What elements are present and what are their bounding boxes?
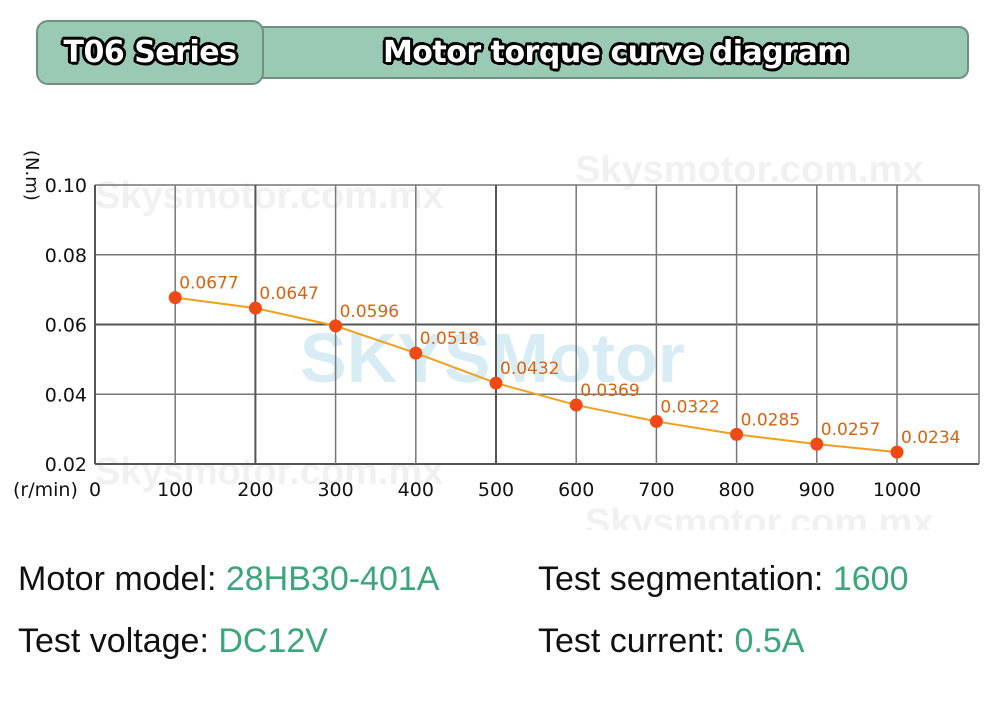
x-tick-label: 100 xyxy=(157,479,193,501)
watermark-text: Skysmotor.com.mx xyxy=(95,451,443,493)
torque-series: 0.0677 0.0647 0.0596 0.0518 0.0432 0.0369 0.03… xyxy=(168,274,960,459)
data-point xyxy=(810,437,824,451)
y-tick-label: 0.10 xyxy=(45,175,87,197)
data-label: 0.0647 xyxy=(259,284,318,304)
x-axis-label: (r/min) xyxy=(13,479,78,501)
series-badge: T06 Series xyxy=(36,20,264,85)
voltage-label: Test voltage: xyxy=(18,622,209,660)
series-label: T06 Series xyxy=(63,35,237,70)
chart-title-container: Motor torque curve diagram xyxy=(262,26,969,79)
y-tick-label: 0.04 xyxy=(45,384,87,406)
x-tick-label: 1000 xyxy=(873,479,921,501)
current-label: Test current: xyxy=(538,622,726,660)
data-point xyxy=(890,445,904,459)
data-point xyxy=(649,414,663,428)
data-point xyxy=(730,427,744,441)
current-row: Test current: 0.5A xyxy=(538,622,804,661)
y-tick-label: 0.02 xyxy=(45,454,87,476)
x-tick-label: 700 xyxy=(638,479,674,501)
data-label: 0.0677 xyxy=(179,274,238,294)
data-label: 0.0234 xyxy=(901,428,960,448)
chart-title: Motor torque curve diagram xyxy=(382,35,849,70)
segmentation-value: 1600 xyxy=(832,560,909,598)
x-tick-label: 300 xyxy=(317,479,353,501)
x-tick-label: 400 xyxy=(398,479,434,501)
y-axis: 0.02 0.04 0.06 0.08 0.10(N.m) xyxy=(21,150,87,476)
x-tick-label: 800 xyxy=(718,479,754,501)
watermark-text: Skysmotor.com.mx xyxy=(575,149,923,191)
y-tick-label: 0.08 xyxy=(45,245,87,267)
motor-model-label: Motor model: xyxy=(18,560,217,598)
watermark-text: Skysmotor.com.mx xyxy=(585,502,933,530)
x-tick-label: 600 xyxy=(558,479,594,501)
voltage-value: DC12V xyxy=(218,622,328,660)
current-value: 0.5A xyxy=(734,622,805,660)
motor-model-row: Motor model: 28HB30-401A xyxy=(18,560,439,599)
x-tick-label: 200 xyxy=(237,479,273,501)
watermarks: Skysmotor.com.mxSKYSMotorSkysmotor.com.m… xyxy=(95,149,933,530)
data-point xyxy=(329,319,343,333)
voltage-row: Test voltage: DC12V xyxy=(18,622,328,661)
motor-model-value: 28HB30-401A xyxy=(225,560,440,598)
data-label: 0.0518 xyxy=(420,329,479,349)
x-tick-label: 500 xyxy=(478,479,514,501)
x-tick-label: 900 xyxy=(799,479,835,501)
watermark-text: Skysmotor.com.mx xyxy=(95,175,443,217)
data-label: 0.0432 xyxy=(500,359,559,379)
data-label: 0.0596 xyxy=(340,302,399,322)
x-tick-label: 0 xyxy=(89,479,101,501)
data-point xyxy=(489,376,503,390)
y-axis-label: (N.m) xyxy=(21,150,42,201)
torque-chart: Skysmotor.com.mxSKYSMotorSkysmotor.com.m… xyxy=(13,149,980,530)
data-label: 0.0257 xyxy=(821,420,880,440)
segmentation-row: Test segmentation: 1600 xyxy=(538,560,908,599)
title-bar xyxy=(250,26,969,79)
y-tick-label: 0.06 xyxy=(45,315,87,337)
data-point xyxy=(248,301,262,315)
data-point xyxy=(569,398,583,412)
torque-line xyxy=(175,296,898,454)
x-axis: (r/min) 0 100 200 300 400 500 600 700 800 900 1000 xyxy=(13,479,921,501)
data-label: 0.0322 xyxy=(660,397,719,417)
data-label: 0.0285 xyxy=(741,410,800,430)
segmentation-label: Test segmentation: xyxy=(538,560,824,598)
data-point xyxy=(168,291,182,305)
data-label: 0.0369 xyxy=(580,381,639,401)
data-point xyxy=(409,346,423,360)
